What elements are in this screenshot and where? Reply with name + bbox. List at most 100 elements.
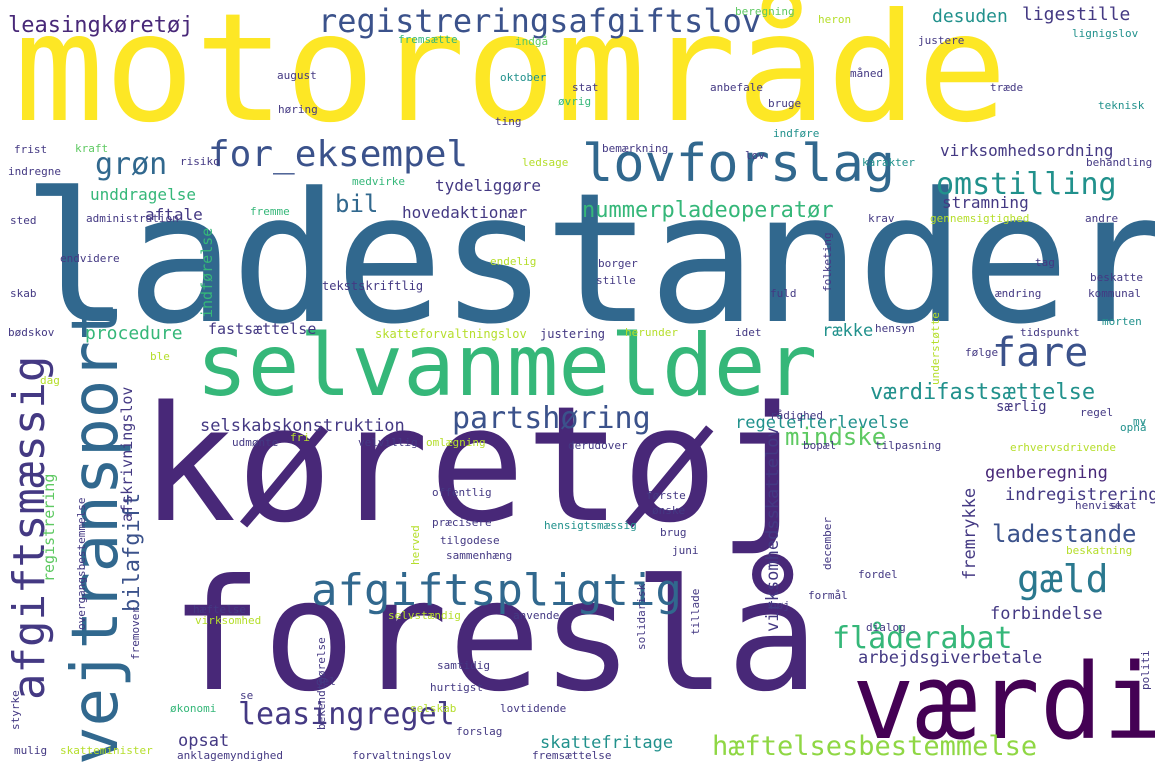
word: virksomhedsordning [940,141,1114,160]
word: øvrig [558,95,592,108]
word: ladestande [992,520,1137,548]
word: motorområde [14,0,1008,156]
word: borger [598,257,638,270]
word: tilgodese [440,534,500,547]
word: tillade [689,588,702,635]
word: desuden [932,6,1008,27]
word: velvillig [358,436,418,449]
word: fremover [129,607,142,660]
word: foreslå [170,547,820,726]
word: kommunal [1088,287,1141,300]
word: flåderabat [832,621,1013,656]
word: for_eksempel [208,134,469,175]
word: bekendtgørelse [315,637,328,730]
word: justere [918,34,965,47]
word: køretøj [140,371,815,558]
word: fuld [770,287,797,300]
word: skatteminister [60,744,153,757]
word: brug [660,526,687,539]
word: heron [818,13,852,26]
word: fremsætte [398,33,458,46]
word: administration [86,212,179,225]
word: partshøring [452,401,651,436]
word: skattefritage [540,733,674,753]
word: fastsættelse [208,320,317,338]
word: herved [409,525,422,565]
word: nummerpladeoperatør [582,198,834,223]
word: skatteforvaltningslov [375,327,527,341]
word: samtidig [437,659,490,672]
word: august [277,69,317,82]
word: værdifastsættelse [870,380,1096,405]
word: overgangsbestemmelse [75,497,88,630]
word: afskrivningslov [118,386,136,522]
word: idet [735,326,762,339]
word: procedure [85,323,183,344]
word: afgiftspligtig [311,565,682,616]
word: anklagemyndighed [177,749,283,762]
word: justering [540,327,606,341]
word: ting [495,115,522,128]
word: oktober [500,71,547,84]
word: tekstskriftlig [322,279,424,293]
word: bemærkning [602,142,669,155]
word: opsat [178,731,230,751]
word: hæftelsesbestemmelse [712,731,1038,762]
word: understøtte [929,312,942,385]
word: følge [965,346,999,359]
word: andre [1085,212,1119,225]
word: træde [990,81,1024,94]
word: beskatte [1090,271,1143,284]
word: derudover [568,439,628,452]
word: særlig [996,399,1047,415]
word: registrering [40,473,58,582]
word: lovtidende [500,702,567,715]
word: mulig [14,744,48,757]
word: folketing [821,232,834,292]
word: selvanmelder [196,316,818,416]
word: lov [745,149,765,162]
word: anvende [513,609,560,622]
word: selskabskonstruktion [200,416,405,436]
word: økonomi [170,702,217,715]
word: ble [150,350,170,363]
word: solidarisk [635,583,648,650]
word: omlægning [426,436,486,449]
word: høring [278,103,318,116]
word: dag [40,374,60,387]
word: lignigslov [1072,27,1139,40]
word: ændring [995,287,1042,300]
word: mindske [785,423,887,451]
word: skab [10,287,37,300]
word: tilpasning [875,439,942,452]
word: måned [850,67,884,80]
word: tidspunkt [1020,326,1080,339]
word: hæftelse [193,603,246,616]
word: hovedaktionær [402,203,528,222]
word: endelig [490,255,537,268]
word: se [240,689,254,702]
word: anbefale [710,81,763,94]
word: selskab [410,702,457,715]
word: rådighed [770,409,823,422]
word: hensyn [875,322,915,335]
word: offentlig [432,486,492,499]
word: krav [868,212,895,225]
word: fare [992,330,1089,376]
word: stramning [942,193,1029,212]
word: virksomhed [195,614,262,627]
word: skat [1110,499,1137,512]
word: bødskov [8,326,55,339]
word: bopæl [803,439,837,452]
word: fremme [250,205,290,218]
word: forslag [456,725,503,738]
word: herunder [625,326,678,339]
word: mv [1133,415,1147,428]
word: henvise [1075,499,1122,512]
word: stille [596,274,636,287]
word: bruge [768,97,802,110]
word: tag [1035,256,1055,269]
word: teknisk [1098,99,1145,112]
word: registreringsafgiftslov [318,2,762,40]
